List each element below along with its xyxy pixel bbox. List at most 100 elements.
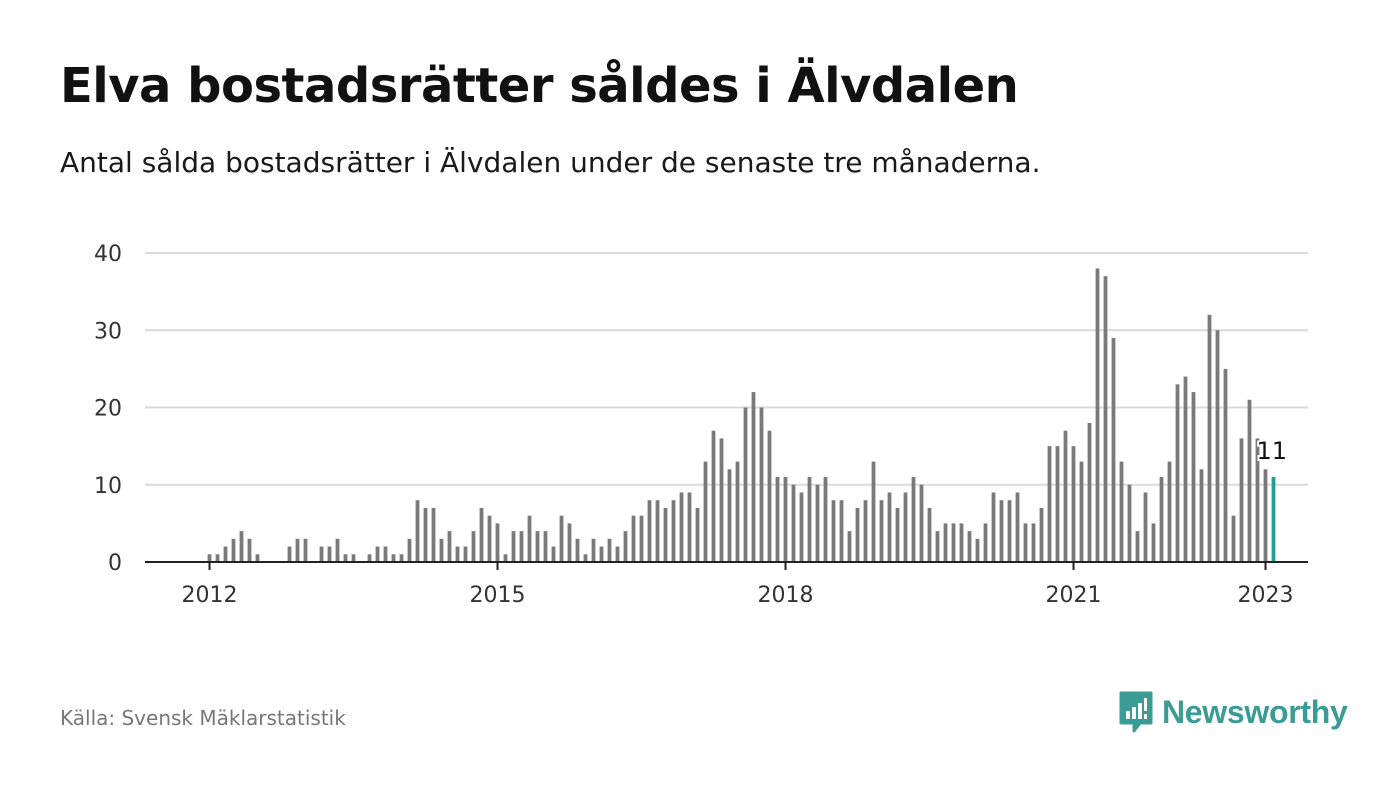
bar [903,492,908,562]
bar [1239,438,1244,562]
bar [383,546,388,562]
bar [815,484,820,562]
bar [943,523,948,562]
bar [1167,461,1172,562]
bar [895,507,900,562]
bar [303,538,308,562]
bar-highlight [1271,477,1276,562]
bar [999,500,1004,562]
bar [719,438,724,562]
bar [231,538,236,562]
bar [1079,461,1084,562]
bar [911,477,916,562]
bar [1151,523,1156,562]
y-tick-label: 30 [94,319,122,344]
bar [887,492,892,562]
bar [295,538,300,562]
bar [463,546,468,562]
bar [823,477,828,562]
bar [327,546,332,562]
bar [479,507,484,562]
bar [543,531,548,562]
bar [559,515,564,562]
bar [407,538,412,562]
bar [415,500,420,562]
bar [927,507,932,562]
x-tick-label: 2021 [1046,583,1102,608]
y-tick-label: 0 [108,551,122,576]
bar [1127,484,1132,562]
bar [1191,392,1196,562]
bar [287,546,292,562]
bar [455,546,460,562]
bar [607,538,612,562]
bar [1031,523,1036,562]
bar [687,492,692,562]
bar [879,500,884,562]
bar [711,430,716,562]
bar [423,507,428,562]
bar [471,531,476,562]
bar [575,538,580,562]
bar [447,531,452,562]
brand-name: Newsworthy [1162,693,1348,730]
bar [519,531,524,562]
bar [1199,469,1204,562]
bar [1087,422,1092,562]
bar [551,546,556,562]
bar [1039,507,1044,562]
bar [847,531,852,562]
bar [1247,399,1252,562]
bar [703,461,708,562]
bar [1159,477,1164,562]
bar [1183,376,1188,562]
bar [863,500,868,562]
bar [831,500,836,562]
bar [975,538,980,562]
last-value-label: 11 [1257,437,1288,465]
bar [1055,446,1060,562]
bar [967,531,972,562]
bar [631,515,636,562]
bar [343,554,348,562]
bar [855,507,860,562]
x-tick-label: 2023 [1238,583,1294,608]
bar [663,507,668,562]
bar [959,523,964,562]
bar [247,538,252,562]
bar [223,546,228,562]
bar [1015,492,1020,562]
bar [1143,492,1148,562]
bar [655,500,660,562]
bar [527,515,532,562]
bar [495,523,500,562]
bar [511,531,516,562]
bar [239,531,244,562]
bar [919,484,924,562]
bar [1095,268,1100,562]
bar [391,554,396,562]
x-tick-label: 2015 [470,583,526,608]
bar [1223,368,1228,562]
bar [623,531,628,562]
bar [807,477,812,562]
bar [1215,330,1220,562]
bar [671,500,676,562]
bar [1175,384,1180,562]
brand-logo: Newsworthy [1118,690,1348,734]
y-tick-label: 20 [94,397,122,422]
newsworthy-logo-icon [1119,691,1153,733]
bar [1255,438,1260,562]
bar [399,554,404,562]
bar [591,538,596,562]
bar [335,538,340,562]
y-tick-label: 40 [94,242,122,267]
bar [503,554,508,562]
bar [775,477,780,562]
bar [679,492,684,562]
bar [207,554,212,562]
bar [439,538,444,562]
bar [535,531,540,562]
bar [431,507,436,562]
